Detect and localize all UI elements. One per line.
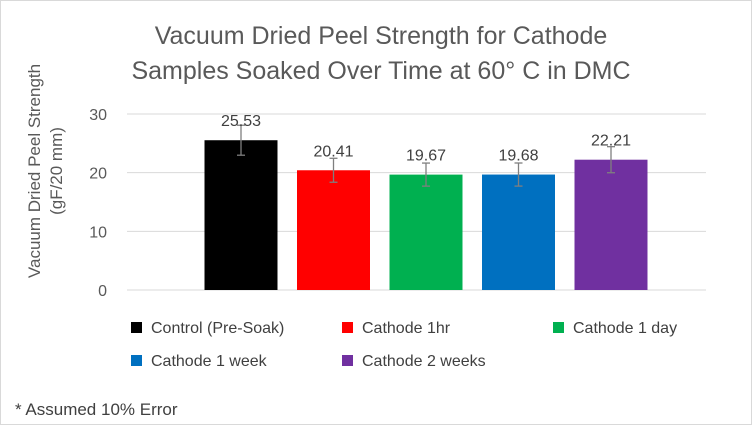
legend-label: Cathode 2 weeks (362, 353, 486, 370)
bar (574, 159, 648, 290)
error-bars (237, 124, 615, 187)
legend-item: Cathode 1 day (553, 320, 677, 337)
data-label: 25.53 (221, 113, 261, 130)
legend-swatch (553, 322, 564, 333)
legend-label: Control (Pre-Soak) (151, 320, 284, 337)
data-label: 19.68 (498, 148, 538, 165)
bar-series (204, 140, 648, 290)
y-tick-label: 30 (89, 107, 107, 124)
legend-swatch (131, 355, 142, 366)
legend-swatch (342, 355, 353, 366)
legend-label: Cathode 1 week (151, 353, 268, 370)
legend-swatch (131, 322, 142, 333)
legend-swatch (342, 322, 353, 333)
legend-item: Cathode 2 weeks (342, 353, 486, 370)
error-bar (329, 157, 338, 183)
footnote: * Assumed 10% Error (15, 400, 178, 419)
data-label: 20.41 (313, 143, 353, 160)
data-labels: 25.53 20.41 19.67 19.68 22.21 (221, 113, 631, 164)
bar (482, 174, 555, 290)
bar (389, 174, 463, 290)
data-label: 22.21 (591, 133, 631, 150)
error-bar (607, 146, 615, 174)
y-axis-label-line-1: Vacuum Dried Peel Strength (25, 64, 44, 278)
legend-label: Cathode 1hr (362, 320, 451, 337)
data-label: 19.67 (406, 148, 446, 165)
chart-title-line-2: Samples Soaked Over Time at 60° C in DMC (131, 57, 630, 85)
bar (204, 140, 278, 290)
y-axis-label-line-2: (gF/20 mm) (47, 127, 66, 215)
y-tick-label: 10 (89, 224, 107, 241)
chart-title-line-1: Vacuum Dried Peel Strength for Cathode (155, 22, 608, 50)
y-tick-label: 0 (98, 283, 107, 300)
legend-label: Cathode 1 day (573, 320, 677, 337)
error-bar (237, 124, 245, 156)
y-axis-ticks: 0 10 20 30 (89, 107, 107, 300)
legend-item: Cathode 1 week (131, 353, 268, 370)
legend: Control (Pre-Soak) Cathode 1hr Cathode 1 d… (131, 320, 677, 370)
error-bar (514, 162, 523, 187)
legend-item: Control (Pre-Soak) (131, 320, 284, 337)
error-bar (422, 162, 430, 187)
bar (297, 170, 370, 290)
legend-item: Cathode 1hr (342, 320, 451, 337)
y-tick-label: 20 (89, 166, 107, 183)
